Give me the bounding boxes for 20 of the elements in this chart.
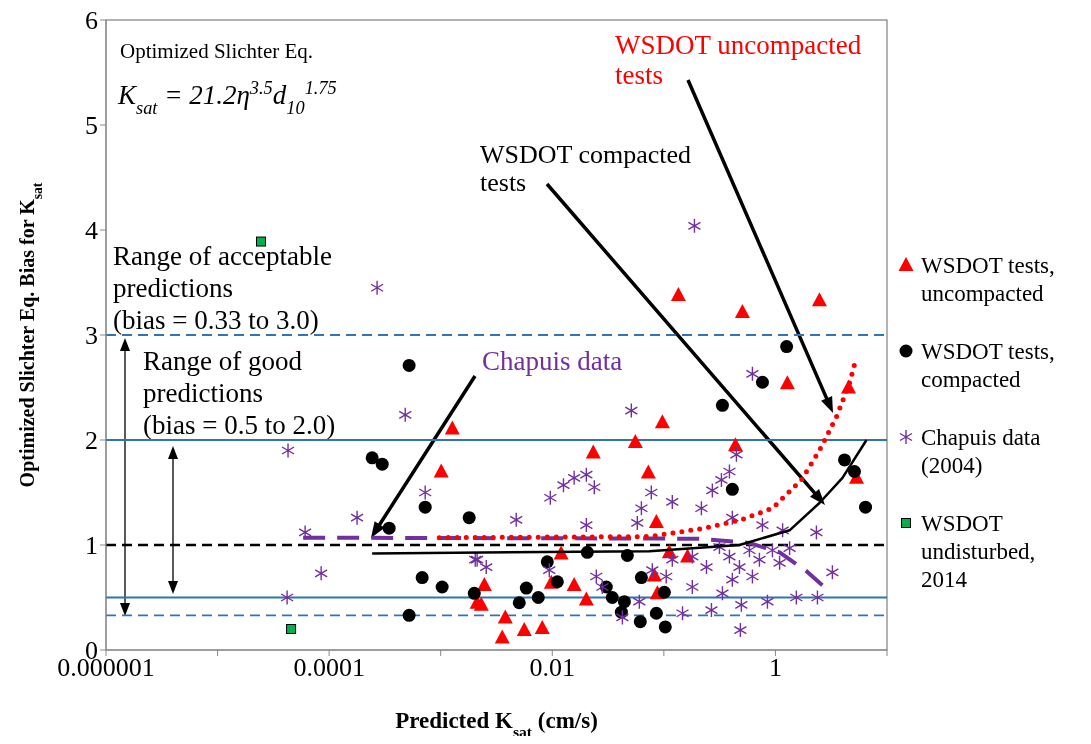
y-tick-label: 4 [85,216,98,246]
y-tick-label: 3 [85,321,98,351]
annotation: Optimized Slichter Eq. [120,39,314,63]
x-tick-label: 1 [768,653,782,683]
annotation: Chapuis data [482,346,623,376]
annotation: Range of good predictions (bias = 0.5 to 2.0) [143,346,336,440]
y-tick-label: 2 [85,426,98,456]
annotation: WSDOT uncompacted tests [615,30,862,90]
x-tick-label: 0.01 [529,653,576,683]
legend-label: WSDOT tests, compacted [921,338,1056,394]
legend-label: WSDOT undisturbed, 2014 [921,510,1037,594]
x-axis-title: Predicted K$_{sat}$ (cm/s) [395,708,598,740]
annotation: Range of acceptable predictions (bias = 0.33 to 3.0) [113,241,332,335]
annotation: WSDOT compacted tests [480,140,692,197]
y-tick-label: 1 [85,531,98,561]
y-tick-label: 5 [85,111,98,141]
legend-label: Chapuis data (2004) [921,424,1042,480]
x-tick-label: 0.0001 [293,653,365,683]
legend-label: WSDOT tests, uncompacted [921,252,1056,308]
y-tick-label: 6 [85,6,98,36]
